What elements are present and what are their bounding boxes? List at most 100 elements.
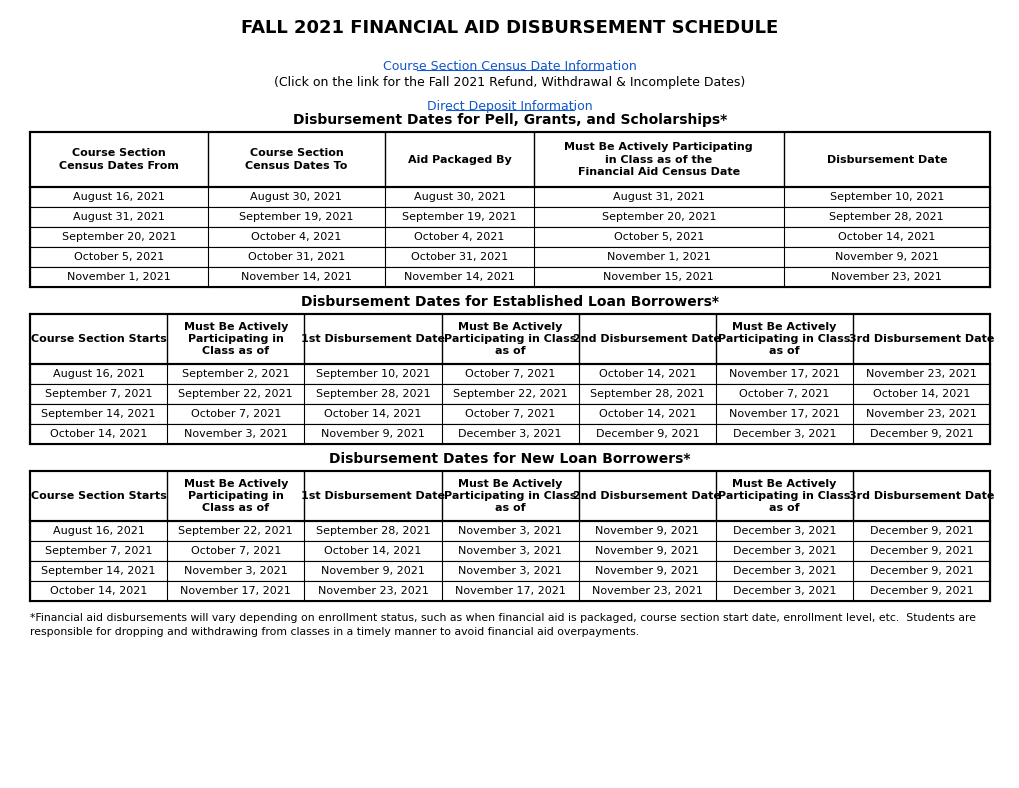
Text: October 7, 2021: October 7, 2021: [191, 546, 280, 556]
Text: September 7, 2021: September 7, 2021: [45, 389, 152, 399]
Text: August 30, 2021: August 30, 2021: [251, 192, 342, 202]
Text: 3rd Disbursement Date: 3rd Disbursement Date: [848, 491, 994, 501]
Text: November 15, 2021: November 15, 2021: [603, 272, 713, 282]
Text: September 20, 2021: September 20, 2021: [601, 212, 715, 222]
Text: November 3, 2021: November 3, 2021: [183, 429, 287, 439]
Text: September 19, 2021: September 19, 2021: [238, 212, 354, 222]
Bar: [30, 561, 989, 581]
Text: responsible for dropping and withdrawing from classes in a timely manner to avoi: responsible for dropping and withdrawing…: [30, 627, 639, 637]
Text: November 23, 2021: November 23, 2021: [591, 586, 702, 596]
Text: September 10, 2021: September 10, 2021: [316, 369, 430, 379]
Text: Course Section Starts: Course Section Starts: [31, 334, 166, 344]
Text: December 9, 2021: December 9, 2021: [869, 429, 972, 439]
Text: November 9, 2021: November 9, 2021: [595, 566, 699, 576]
Bar: [30, 471, 989, 521]
Text: November 17, 2021: November 17, 2021: [180, 586, 291, 596]
Text: November 17, 2021: November 17, 2021: [729, 409, 839, 419]
Text: October 7, 2021: October 7, 2021: [191, 409, 280, 419]
Text: October 4, 2021: October 4, 2021: [251, 232, 341, 242]
Text: Disbursement Date: Disbursement Date: [825, 154, 946, 165]
Text: Course Section
Census Dates To: Course Section Census Dates To: [245, 148, 347, 171]
Text: September 19, 2021: September 19, 2021: [401, 212, 517, 222]
Text: Must Be Actively
Participating in Class
as of: Must Be Actively Participating in Class …: [717, 478, 850, 514]
Text: October 14, 2021: October 14, 2021: [598, 409, 695, 419]
Text: November 3, 2021: November 3, 2021: [458, 526, 561, 536]
Text: November 17, 2021: November 17, 2021: [729, 369, 839, 379]
Text: Disbursement Dates for New Loan Borrowers*: Disbursement Dates for New Loan Borrower…: [329, 452, 690, 466]
Text: November 9, 2021: November 9, 2021: [321, 429, 425, 439]
Text: October 14, 2021: October 14, 2021: [324, 546, 421, 556]
Bar: [30, 384, 989, 404]
Text: November 9, 2021: November 9, 2021: [321, 566, 425, 576]
Text: December 9, 2021: December 9, 2021: [869, 586, 972, 596]
Text: November 3, 2021: November 3, 2021: [458, 566, 561, 576]
Text: 1st Disbursement Date: 1st Disbursement Date: [301, 491, 444, 501]
Text: Direct Deposit Information: Direct Deposit Information: [427, 99, 592, 113]
Text: November 9, 2021: November 9, 2021: [834, 252, 937, 262]
Text: 2nd Disbursement Date: 2nd Disbursement Date: [573, 334, 720, 344]
Text: Course Section Census Date Information: Course Section Census Date Information: [383, 60, 636, 72]
Text: August 16, 2021: August 16, 2021: [53, 526, 145, 536]
Bar: [30, 424, 989, 444]
Text: Must Be Actively
Participating in
Class as of: Must Be Actively Participating in Class …: [183, 478, 287, 514]
Text: September 2, 2021: September 2, 2021: [181, 369, 289, 379]
Text: September 22, 2021: September 22, 2021: [178, 526, 292, 536]
Text: FALL 2021 FINANCIAL AID DISBURSEMENT SCHEDULE: FALL 2021 FINANCIAL AID DISBURSEMENT SCH…: [242, 19, 777, 37]
Text: November 23, 2021: November 23, 2021: [865, 409, 976, 419]
Text: September 28, 2021: September 28, 2021: [589, 389, 704, 399]
Text: Aid Packaged By: Aid Packaged By: [408, 154, 511, 165]
Text: October 7, 2021: October 7, 2021: [465, 409, 554, 419]
Text: August 31, 2021: August 31, 2021: [72, 212, 165, 222]
Text: August 16, 2021: August 16, 2021: [53, 369, 145, 379]
Text: October 4, 2021: October 4, 2021: [414, 232, 504, 242]
Text: September 28, 2021: September 28, 2021: [315, 389, 430, 399]
Text: November 14, 2021: November 14, 2021: [404, 272, 515, 282]
Text: October 5, 2021: October 5, 2021: [73, 252, 164, 262]
Text: December 9, 2021: December 9, 2021: [869, 546, 972, 556]
Text: October 14, 2021: October 14, 2021: [50, 429, 147, 439]
Text: September 14, 2021: September 14, 2021: [42, 566, 156, 576]
Text: October 14, 2021: October 14, 2021: [838, 232, 934, 242]
Text: October 31, 2021: October 31, 2021: [411, 252, 507, 262]
Text: August 30, 2021: August 30, 2021: [414, 192, 505, 202]
Text: Disbursement Dates for Pell, Grants, and Scholarships*: Disbursement Dates for Pell, Grants, and…: [292, 113, 727, 127]
Text: September 22, 2021: September 22, 2021: [178, 389, 292, 399]
Text: 2nd Disbursement Date: 2nd Disbursement Date: [573, 491, 720, 501]
Bar: [30, 541, 989, 561]
Text: December 9, 2021: December 9, 2021: [869, 526, 972, 536]
Text: December 9, 2021: December 9, 2021: [595, 429, 698, 439]
Bar: [30, 247, 989, 267]
Text: October 14, 2021: October 14, 2021: [50, 586, 147, 596]
Text: September 22, 2021: September 22, 2021: [452, 389, 567, 399]
Text: October 7, 2021: October 7, 2021: [465, 369, 554, 379]
Text: Disbursement Dates for Established Loan Borrowers*: Disbursement Dates for Established Loan …: [301, 295, 718, 309]
Text: Course Section
Census Dates From: Course Section Census Dates From: [59, 148, 178, 171]
Text: *Financial aid disbursements will vary depending on enrollment status, such as w: *Financial aid disbursements will vary d…: [30, 613, 975, 623]
Bar: [30, 132, 989, 187]
Text: September 20, 2021: September 20, 2021: [61, 232, 176, 242]
Text: November 9, 2021: November 9, 2021: [595, 526, 699, 536]
Text: 1st Disbursement Date: 1st Disbursement Date: [301, 334, 444, 344]
Text: October 7, 2021: October 7, 2021: [739, 389, 828, 399]
Text: Must Be Actively
Participating in
Class as of: Must Be Actively Participating in Class …: [183, 322, 287, 356]
Bar: [30, 267, 989, 287]
Text: November 1, 2021: November 1, 2021: [606, 252, 710, 262]
Bar: [30, 227, 989, 247]
Text: Must Be Actively
Participating in Class
as of: Must Be Actively Participating in Class …: [443, 322, 576, 356]
Bar: [30, 364, 989, 384]
Text: Must Be Actively
Participating in Class
as of: Must Be Actively Participating in Class …: [717, 322, 850, 356]
Text: November 3, 2021: November 3, 2021: [183, 566, 287, 576]
Text: August 31, 2021: August 31, 2021: [612, 192, 704, 202]
Bar: [30, 404, 989, 424]
Bar: [30, 314, 989, 364]
Text: Must Be Actively Participating
in Class as of the
Financial Aid Census Date: Must Be Actively Participating in Class …: [564, 142, 752, 177]
Text: December 3, 2021: December 3, 2021: [732, 546, 836, 556]
Text: (Click on the link for the Fall 2021 Refund, Withdrawal & Incomplete Dates): (Click on the link for the Fall 2021 Ref…: [274, 76, 745, 88]
Text: October 5, 2021: October 5, 2021: [613, 232, 703, 242]
Bar: [30, 187, 989, 207]
Text: November 17, 2021: November 17, 2021: [454, 586, 565, 596]
Text: December 3, 2021: December 3, 2021: [732, 566, 836, 576]
Text: December 3, 2021: December 3, 2021: [732, 586, 836, 596]
Text: November 9, 2021: November 9, 2021: [595, 546, 699, 556]
Text: October 14, 2021: October 14, 2021: [324, 409, 421, 419]
